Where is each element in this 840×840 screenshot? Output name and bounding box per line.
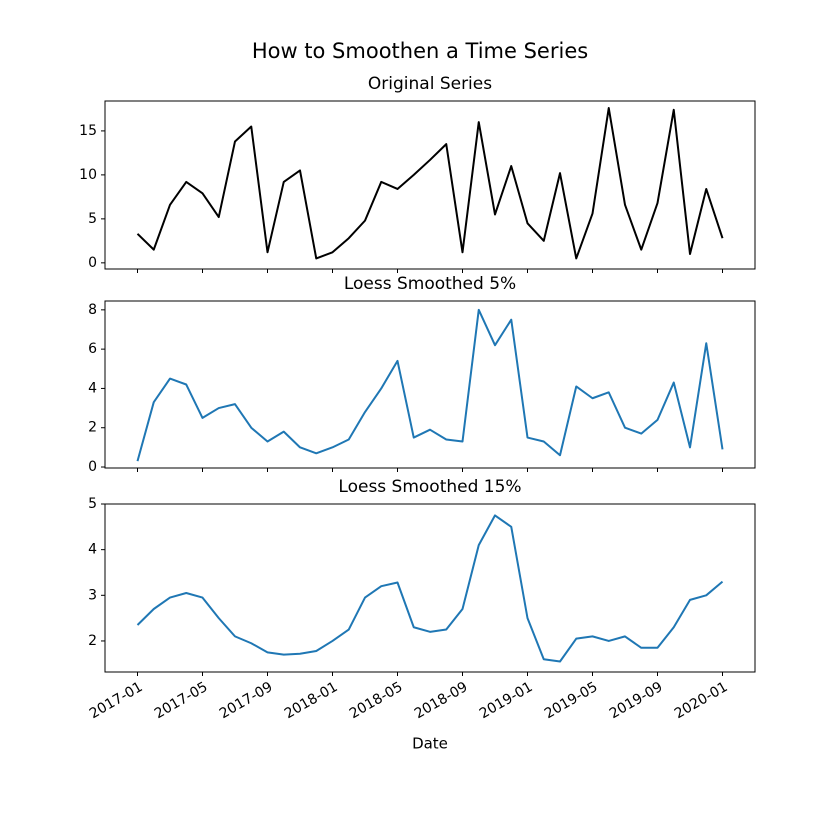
x-axis-label: Date bbox=[412, 735, 448, 753]
series-line bbox=[136, 514, 724, 663]
series-line bbox=[136, 107, 724, 260]
subplot-title: Loess Smoothed 5% bbox=[344, 274, 516, 294]
axes-frame bbox=[104, 100, 756, 270]
y-tick-label: 0 bbox=[88, 255, 97, 271]
y-tick-label: 4 bbox=[88, 542, 97, 558]
y-tick-label: 2 bbox=[88, 420, 97, 436]
y-tick-label: 0 bbox=[88, 459, 97, 475]
series-line bbox=[136, 308, 724, 462]
y-tick-label: 2 bbox=[88, 633, 97, 649]
subplot-title: Loess Smoothed 15% bbox=[338, 477, 521, 497]
y-tick-label: 5 bbox=[88, 496, 97, 512]
y-tick-label: 15 bbox=[79, 123, 97, 139]
y-tick-label: 10 bbox=[79, 167, 97, 183]
figure-title: How to Smoothen a Time Series bbox=[252, 39, 588, 63]
plot-area bbox=[136, 514, 724, 663]
plot-area bbox=[136, 107, 724, 260]
axes-frame bbox=[104, 300, 756, 469]
y-tick-label: 4 bbox=[88, 380, 97, 396]
y-tick-label: 5 bbox=[88, 211, 97, 227]
axes-frame bbox=[104, 503, 756, 673]
subplot-title: Original Series bbox=[368, 74, 492, 94]
y-tick-label: 6 bbox=[88, 341, 97, 357]
y-tick-label: 3 bbox=[88, 587, 97, 603]
y-tick-label: 8 bbox=[88, 302, 97, 318]
plot-area bbox=[136, 308, 724, 462]
